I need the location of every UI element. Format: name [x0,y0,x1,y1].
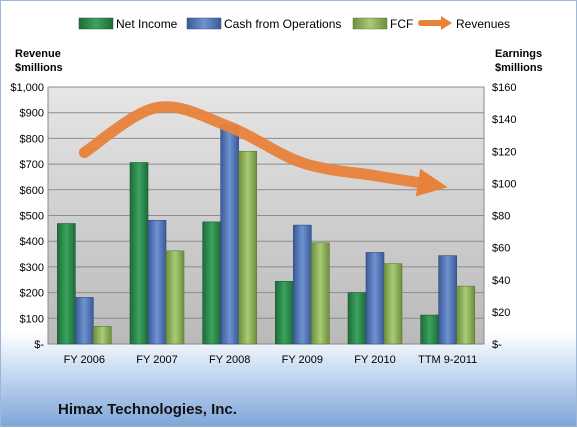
bar-fcf [238,150,257,345]
bar-fcf [93,326,112,345]
right-axis-title-line2: $millions [495,62,543,74]
left-axis-ticks: $- $100 $200 $300 $400 $500 $600 $700 $800 $900 $1… [10,82,44,351]
left-tick-label: $800 [20,133,44,145]
x-tick-label: FY 2006 [64,354,105,366]
revenue-line [78,101,448,197]
legend-swatch-cash-from-operations [186,17,222,30]
bar-net-income [57,223,76,345]
left-tick-label: $- [34,339,44,351]
x-tick-label: TTM 9-2011 [418,354,477,366]
right-tick-label: $80 [492,211,510,223]
x-tick-label: FY 2009 [282,354,323,366]
right-tick-label: $- [492,339,502,351]
bar-fcf [165,250,185,345]
bar-fcf [311,242,330,345]
right-tick-label: $20 [492,307,510,319]
right-tick-label: $160 [492,82,516,94]
bar-net-income [202,221,221,345]
bar-net-income [275,281,294,345]
revenue-line-path [78,101,424,189]
chart-title: Himax Technologies, Inc. [58,401,237,418]
right-tick-label: $40 [492,275,510,287]
legend-swatch-fcf [352,17,388,30]
x-tick-label: FY 2008 [209,354,250,366]
x-axis-labels: FY 2006 FY 2007 FY 2008 FY 2009 FY 2010 TTM 9… [64,354,478,366]
right-tick-label: $120 [492,146,516,158]
left-tick-label: $900 [20,108,44,120]
bar-net-income [420,314,439,345]
left-tick-label: $300 [20,262,44,274]
bar-fcf [383,263,403,345]
left-tick-label: $200 [20,288,44,300]
bar-cash-from-operations [293,224,312,345]
legend-label-revenues: Revenues [456,17,510,31]
legend-arrow-revenues [441,16,452,30]
bar-net-income [347,292,367,345]
bar-fcf [456,285,475,345]
bar-cash-from-operations [220,125,239,345]
legend-label-cash-from-operations: Cash from Operations [224,17,341,31]
bar-cash-from-operations [438,255,457,345]
right-axis-title-line1: Earnings [495,48,542,60]
right-tick-label: $60 [492,243,510,255]
legend: Net Income Cash from Operations FCF Reve… [78,16,510,31]
x-tick-label: FY 2010 [354,354,395,366]
bars [57,125,475,345]
bar-cash-from-operations [147,220,167,345]
left-tick-label: $500 [20,211,44,223]
bar-net-income [129,162,149,345]
x-tick-label: FY 2007 [136,354,177,366]
right-tick-label: $100 [492,178,516,190]
left-tick-label: $400 [20,236,44,248]
legend-label-net-income: Net Income [116,17,178,31]
bar-cash-from-operations [365,252,385,345]
left-tick-label: $100 [20,313,44,325]
legend-label-fcf: FCF [390,17,413,31]
left-axis-title-line2: $millions [15,62,63,74]
left-tick-label: $1,000 [10,82,44,94]
left-axis-title-line1: Revenue [15,48,61,60]
left-tick-label: $600 [20,185,44,197]
right-tick-label: $140 [492,114,516,126]
legend-swatch-net-income [78,17,114,30]
left-tick-label: $700 [20,159,44,171]
revenue-line-arrowhead [415,168,448,197]
bar-cash-from-operations [75,297,94,345]
right-axis-ticks: $- $20 $40 $60 $80 $100 $120 $140 $160 [492,82,516,351]
gridlines [48,86,484,319]
